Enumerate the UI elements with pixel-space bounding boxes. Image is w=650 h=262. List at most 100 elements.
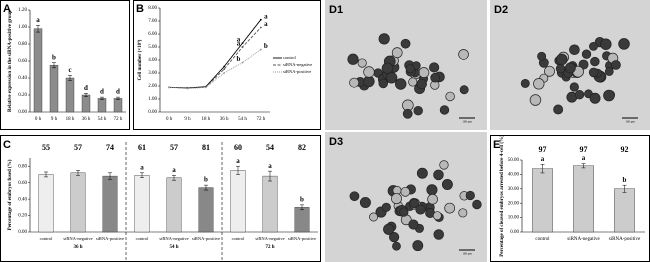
y-tick-label: 1.20	[18, 8, 27, 13]
embryo	[413, 106, 423, 116]
bar	[230, 170, 246, 233]
count-label: 92	[621, 145, 629, 154]
panel-label: E	[493, 139, 500, 151]
significance-label: d	[116, 88, 120, 96]
embryo	[458, 49, 469, 60]
x-tick-label: siRNA-positive	[96, 236, 124, 241]
y-tick-label: 0.60	[18, 181, 27, 186]
y-tick-label: 40.00	[508, 173, 520, 178]
significance-label: b	[300, 195, 304, 203]
count-label: 97	[580, 145, 588, 154]
y-tick-label: 0.40	[18, 76, 27, 81]
x-tick-label: 36 h	[82, 117, 91, 122]
x-tick-label: control	[232, 236, 245, 241]
y-tick-label: 0.20	[18, 93, 27, 98]
y-axis-label: Percentage of embryos fused (%)	[8, 159, 13, 230]
embryo	[415, 204, 426, 215]
x-tick-label: control	[40, 236, 53, 241]
error-bar	[116, 96, 120, 100]
embryo	[378, 78, 389, 89]
x-tick-label: 0 h	[35, 117, 42, 122]
y-tick-label: 5.00	[148, 45, 157, 50]
embryo	[520, 78, 530, 88]
error-bar	[140, 172, 144, 178]
error-bar	[172, 175, 176, 181]
error-bar	[108, 172, 112, 180]
point	[223, 65, 226, 68]
y-tick-label: 1.00	[148, 97, 157, 102]
bar	[294, 207, 310, 233]
embryo	[391, 193, 402, 205]
embryo	[555, 63, 566, 74]
embryo	[604, 67, 614, 76]
embryo	[416, 167, 428, 179]
series-line	[169, 49, 262, 90]
bar	[65, 77, 75, 113]
significance-label: b	[264, 42, 268, 50]
y-tick-label: 0.80	[18, 164, 27, 169]
bar	[134, 175, 150, 233]
y-tick-label: 0.00	[18, 110, 27, 115]
x-tick-label: siRNA-positive	[288, 236, 316, 241]
point	[223, 72, 226, 74]
embryo	[412, 240, 424, 252]
embryo	[416, 78, 427, 90]
x-tick-label: control	[535, 237, 550, 242]
count-label: 81	[202, 143, 210, 152]
significance-label: a	[264, 20, 268, 28]
x-tick-label: siRNA-negative	[255, 236, 284, 241]
significance-label: a	[237, 36, 241, 44]
embryo	[618, 38, 630, 50]
y-tick-label: 3.00	[148, 71, 157, 76]
embryo	[363, 66, 375, 78]
embryo	[392, 241, 401, 251]
embryo	[433, 169, 444, 181]
embryo	[544, 65, 555, 77]
significance-label: c	[68, 66, 71, 74]
legend-label: siRNA-negative	[283, 62, 312, 67]
y-tick-label: 10.00	[508, 216, 520, 221]
y-tick-label: 7.00	[148, 19, 157, 24]
embryo	[399, 207, 409, 217]
y-tick-label: 0.40	[18, 197, 27, 202]
embryo	[385, 72, 398, 84]
embryo	[555, 53, 568, 66]
embryo	[441, 179, 453, 190]
point	[241, 42, 244, 44]
significance-label: a	[237, 40, 241, 48]
embryo	[378, 33, 390, 45]
embryo	[589, 92, 601, 104]
y-tick-label: 50.00	[508, 158, 520, 163]
embryo	[402, 108, 413, 119]
embryo	[426, 184, 438, 196]
legend-label: siRNA-positive	[283, 69, 311, 74]
x-tick-label: 54 h	[238, 117, 247, 122]
count-label: 60	[234, 143, 242, 152]
embryo	[391, 47, 403, 59]
bar	[81, 94, 91, 113]
embryo	[439, 105, 450, 115]
x-tick-label: control	[136, 236, 149, 241]
embryo	[553, 104, 564, 115]
embryo	[383, 223, 395, 235]
embryo	[458, 208, 468, 218]
error-bar	[44, 171, 48, 178]
embryo	[439, 160, 449, 170]
y-tick-label: 0.00	[148, 110, 157, 115]
error-bar	[52, 62, 56, 69]
embryo	[429, 62, 440, 73]
embryo	[569, 82, 579, 92]
x-tick-label: 18 h	[201, 117, 210, 122]
bar	[614, 188, 635, 233]
y-tick-label: 30.00	[508, 187, 520, 192]
embryo	[611, 60, 621, 70]
significance-label: a	[264, 12, 268, 20]
x-tick-label: 54 h	[98, 117, 107, 122]
bar	[49, 65, 59, 113]
significance-label: d	[84, 84, 88, 92]
x-tick-label: 18 h	[66, 117, 75, 122]
embryo	[381, 62, 394, 74]
point	[241, 46, 244, 48]
significance-label: a	[172, 166, 176, 174]
x-tick-label: siRNA-positive	[192, 236, 220, 241]
